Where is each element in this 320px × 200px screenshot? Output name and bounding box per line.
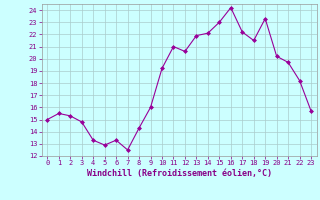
X-axis label: Windchill (Refroidissement éolien,°C): Windchill (Refroidissement éolien,°C) <box>87 169 272 178</box>
